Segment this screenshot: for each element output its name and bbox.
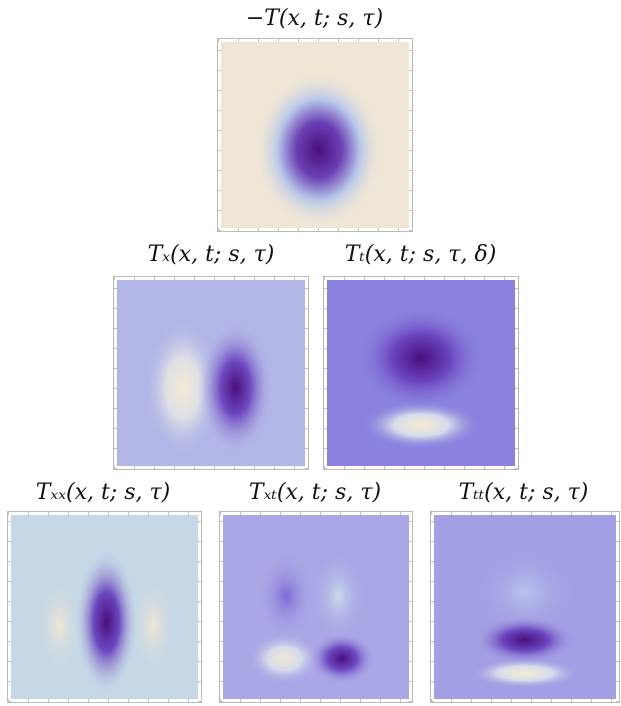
panel-T-xt: Tₓₜ(x, t; s, τ) <box>216 474 414 706</box>
density-plot-neg-T <box>221 42 409 228</box>
panel-T-xx: Tₓₓ(x, t; s, τ) <box>4 474 202 706</box>
plot-T-tt <box>430 511 620 703</box>
plot-T-t <box>323 276 519 470</box>
density-plot-T-x <box>117 280 305 466</box>
plot-T-x <box>113 276 309 470</box>
panel-label-T-xx: Tₓₓ(x, t; s, τ) <box>35 480 171 505</box>
plot-neg-T <box>217 38 413 232</box>
panel-label-neg-T: −T(x, t; s, τ) <box>245 6 384 31</box>
panel-T-t: Tₜ(x, t; s, τ, δ) <box>322 238 519 470</box>
plot-T-xx <box>7 511 202 703</box>
panel-T-tt: Tₜₜ(x, t; s, τ) <box>426 474 621 706</box>
panel-label-T-tt: Tₜₜ(x, t; s, τ) <box>458 480 589 505</box>
density-plot-T-xt <box>223 515 409 699</box>
density-plot-T-xx <box>11 515 198 699</box>
panel-label-T-t: Tₜ(x, t; s, τ, δ) <box>344 242 497 267</box>
panel-T-x: Tₓ(x, t; s, τ) <box>112 238 310 470</box>
panel-label-T-x: Tₓ(x, t; s, τ) <box>147 242 275 267</box>
plot-T-xt <box>219 511 413 703</box>
panel-label-T-xt: Tₓₜ(x, t; s, τ) <box>248 480 382 505</box>
density-plot-T-t <box>327 280 515 466</box>
density-plot-T-tt <box>434 515 616 699</box>
panel-neg-T: −T(x, t; s, τ) <box>213 0 416 232</box>
